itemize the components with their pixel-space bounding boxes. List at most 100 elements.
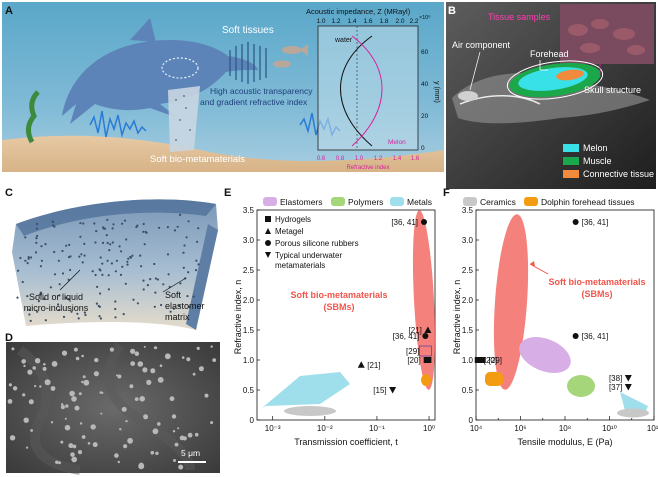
legend-swatch-dolphin	[524, 197, 538, 206]
sem-particle	[204, 393, 209, 398]
water-label: water	[334, 37, 353, 44]
sem-particle	[65, 404, 69, 408]
forehead-label: Forehead	[530, 49, 569, 59]
sem-particle	[75, 356, 80, 361]
inclusion-dot	[125, 238, 128, 241]
sem-particle	[78, 392, 82, 396]
y-axis-label-e: Refractive index, n	[233, 280, 243, 355]
inclusion-dot	[80, 253, 83, 256]
marker-legend-label: Typical underwater	[275, 251, 342, 260]
inclusions-label-2: micro-inclusions	[24, 303, 89, 313]
sem-particle	[9, 435, 16, 441]
x-tick-label: 10⁰	[423, 424, 435, 433]
inclusion-dot	[99, 317, 102, 320]
inclusion-dot	[43, 297, 46, 301]
y-tick-label: 3.5	[243, 206, 255, 215]
sem-particle	[179, 435, 185, 441]
air-component-pointer	[469, 51, 481, 91]
sem-particle	[134, 351, 140, 357]
inset-bottom-tick: 1.0	[355, 156, 364, 162]
inclusion-dot	[197, 263, 200, 266]
legend-swatch-metals	[390, 197, 404, 206]
shell-top-edge	[16, 199, 216, 236]
sem-particle	[92, 442, 98, 448]
inclusion-dot	[121, 222, 124, 225]
inclusion-dot	[35, 241, 38, 244]
inclusion-dot	[126, 260, 129, 263]
inclusion-dot	[122, 313, 125, 316]
inclusion-dot	[114, 270, 117, 273]
sem-particle	[152, 428, 159, 435]
inclusion-dot	[57, 259, 61, 262]
sem-particle	[192, 372, 196, 376]
data-point-triangle-down	[624, 375, 632, 382]
sem-particle	[153, 346, 157, 350]
inclusion-dot	[58, 308, 61, 311]
inset-y-tick: 40	[421, 81, 429, 88]
inclusion-dot	[195, 259, 198, 262]
inclusion-dot	[179, 282, 182, 285]
sem-particle	[198, 366, 204, 372]
sem-particle	[178, 464, 184, 470]
x-tick-label: 10⁸	[559, 424, 571, 433]
inclusion-dot	[109, 243, 112, 246]
inclusion-dot	[124, 282, 127, 285]
inclusions-label-1: Solid or liquid	[29, 292, 83, 302]
inclusion-dot	[179, 213, 182, 216]
inclusion-dot	[69, 268, 72, 272]
inclusion-dot	[178, 304, 181, 307]
inclusion-dot	[67, 298, 70, 301]
inclusion-dot	[70, 310, 73, 313]
legend-label-melon: Melon	[583, 143, 608, 153]
inset-top-tick: 1.4	[347, 18, 356, 25]
inclusion-dot	[34, 251, 38, 254]
sem-particle	[117, 460, 121, 464]
seaweed	[26, 90, 40, 144]
sem-particle	[177, 427, 180, 430]
inclusion-dot	[57, 303, 60, 306]
inclusion-dot	[35, 237, 38, 240]
inclusion-dot	[172, 307, 175, 310]
inclusion-dot	[160, 303, 163, 307]
inclusion-dot	[98, 315, 101, 318]
inclusion-dot	[81, 261, 84, 264]
x-axis-label-f: Tensile modulus, E (Pa)	[517, 437, 612, 447]
y-tick-label: 3.0	[462, 236, 474, 245]
material-legend: Elastomers Polymers Metals Ceramics Dolp…	[263, 197, 635, 207]
ceramics-region-e	[284, 406, 336, 416]
inclusion-dot	[95, 230, 98, 233]
sem-particle	[50, 386, 56, 391]
data-point-label: [20]	[407, 356, 420, 365]
inclusion-dot	[192, 295, 195, 298]
inclusion-dot	[135, 225, 138, 229]
sem-texture	[16, 342, 195, 475]
y-tick-label: 0	[250, 416, 255, 425]
inclusion-dot	[158, 226, 161, 229]
sem-particle	[155, 451, 159, 455]
data-point-triangle-up	[424, 326, 432, 333]
inclusion-dot	[94, 273, 97, 277]
inset-frame	[317, 25, 419, 151]
y-axis-label-f: Refractive index, n	[452, 280, 462, 355]
sem-particle	[28, 399, 34, 405]
inclusion-dot	[107, 274, 110, 277]
inclusion-dot	[153, 305, 156, 308]
inclusion-dot	[65, 296, 68, 299]
inset-top-title: Acoustic impedance, Z (MRayl)	[306, 7, 411, 16]
sem-particle	[30, 429, 33, 432]
shell-side	[186, 224, 218, 330]
inclusion-dot	[132, 298, 135, 301]
inset-bottom-title: Refractive index	[346, 165, 389, 171]
inset-top-tick: 2.0	[395, 18, 404, 25]
x-tick-label: 10⁻¹	[369, 424, 385, 433]
sem-particle	[142, 367, 148, 373]
refractive-curve	[351, 35, 383, 147]
inclusion-dot	[146, 284, 149, 287]
inclusion-dot	[129, 255, 132, 259]
inclusion-dot	[101, 273, 104, 276]
inclusion-dot	[28, 308, 31, 312]
sem-particle	[94, 357, 99, 363]
inclusion-dot	[62, 315, 66, 318]
sem-particle	[69, 390, 75, 397]
sem-particle	[134, 397, 139, 401]
